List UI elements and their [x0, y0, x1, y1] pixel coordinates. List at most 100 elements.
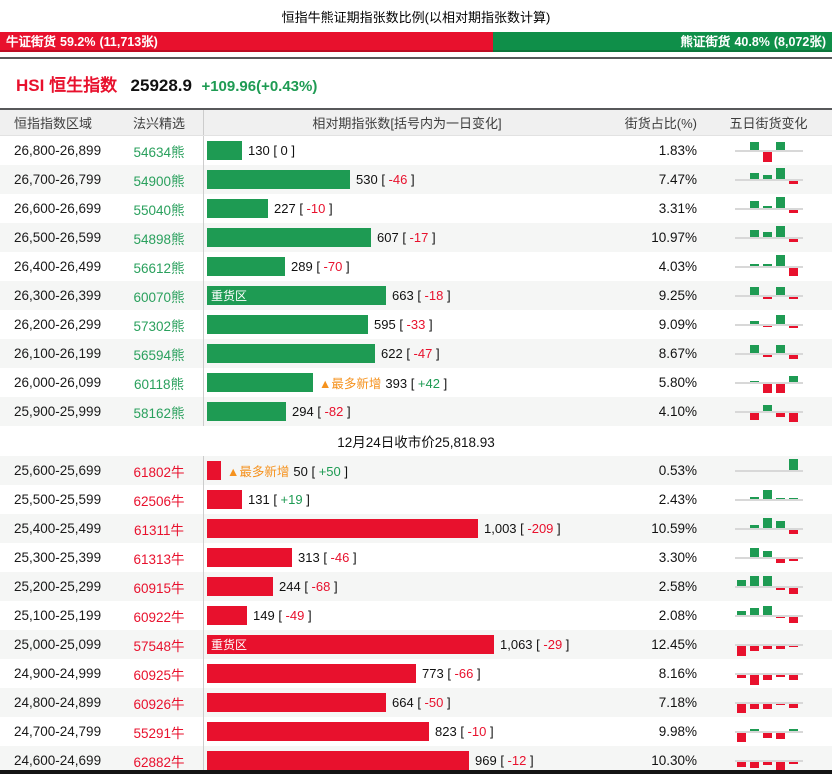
- bracket-open: [: [312, 259, 324, 274]
- spark-bar-day-3: [762, 296, 772, 299]
- five-day-change-cell: [705, 719, 832, 745]
- index-range: 26,800-26,899: [14, 143, 102, 158]
- volume-label: 1,063 [ -29 ]: [500, 637, 569, 652]
- bracket-close: ]: [287, 143, 296, 158]
- spark-baseline: [734, 759, 803, 762]
- spark-bar-day-2: [749, 496, 759, 499]
- five-day-change-cell: [705, 370, 832, 396]
- bracket-close: ]: [325, 201, 333, 216]
- volume-label: 227 [ -10 ]: [274, 201, 333, 216]
- bracket-open: [: [516, 521, 528, 536]
- volume-bar-cell: 1,003 [ -209 ]: [203, 514, 610, 543]
- volume-bar: [207, 315, 368, 334]
- warrant-code[interactable]: 55040熊: [133, 202, 185, 218]
- volume-bar: [207, 199, 268, 218]
- spark-bar-day-3: [762, 645, 772, 649]
- warrant-code[interactable]: 56612熊: [133, 260, 185, 276]
- warrant-code[interactable]: 60070熊: [133, 289, 185, 305]
- one-day-change: -10: [306, 201, 326, 216]
- bracket-open: [: [274, 608, 286, 623]
- table-row: 26,300-26,399 60070熊 重货区 663 [ -18 ] 9.25%: [0, 281, 832, 310]
- warrant-code[interactable]: 62506牛: [133, 493, 185, 509]
- header-relative-contracts: 相对期指张数[括号内为一日变化]: [203, 110, 610, 135]
- bracket-open: [: [413, 288, 425, 303]
- bracket-open: [: [402, 346, 414, 361]
- warrant-code[interactable]: 56594熊: [133, 347, 185, 363]
- volume-value: 294: [292, 404, 314, 419]
- warrant-code[interactable]: 60926牛: [133, 696, 185, 712]
- spark-bar-day-4: [775, 383, 785, 393]
- spark-bar-day-4: [775, 558, 785, 563]
- spark-bar-day-5: [788, 296, 798, 299]
- sparkline: [734, 603, 803, 629]
- warrant-code[interactable]: 62882牛: [133, 754, 185, 770]
- warrant-code[interactable]: 60925牛: [133, 667, 185, 683]
- warrant-code[interactable]: 58162熊: [133, 405, 185, 421]
- bracket-close: ]: [407, 172, 415, 187]
- volume-bar-cell: 622 [ -47 ]: [203, 339, 610, 368]
- five-day-change-cell: [705, 341, 832, 367]
- bracket-open: [: [532, 637, 544, 652]
- warrant-code[interactable]: 54898熊: [133, 231, 185, 247]
- warrant-code[interactable]: 54900熊: [133, 173, 185, 189]
- spark-bar-day-3: [762, 489, 772, 499]
- bracket-open: [: [313, 404, 325, 419]
- warrant-code[interactable]: 61802牛: [133, 464, 185, 480]
- volume-bar: [207, 373, 313, 392]
- spark-bar-day-5: [788, 558, 798, 561]
- spark-bar-day-5: [788, 674, 798, 680]
- spark-baseline: [734, 498, 803, 501]
- spark-bar-day-5: [788, 497, 798, 499]
- warrant-code[interactable]: 60915牛: [133, 580, 185, 596]
- one-day-change: -68: [311, 579, 331, 594]
- five-day-change-cell: [705, 167, 832, 193]
- five-day-change-cell: [705, 225, 832, 251]
- index-range: 25,200-25,299: [14, 579, 102, 594]
- volume-value: 289: [291, 259, 313, 274]
- table-row: 25,400-25,499 61311牛 1,003 [ -209 ] 10.59%: [0, 514, 832, 543]
- volume-label: 313 [ -46 ]: [298, 550, 357, 565]
- spark-bar-day-4: [775, 412, 785, 417]
- warrant-code[interactable]: 61311牛: [133, 522, 185, 538]
- warrant-code[interactable]: 55291牛: [133, 725, 185, 741]
- volume-value: 227: [274, 201, 296, 216]
- five-day-change-cell: [705, 545, 832, 571]
- volume-label: 149 [ -49 ]: [253, 608, 312, 623]
- spark-baseline: [734, 527, 803, 530]
- bracket-open: [: [395, 317, 407, 332]
- spark-bar-day-4: [775, 645, 785, 649]
- warrant-code[interactable]: 60118熊: [133, 376, 185, 392]
- five-day-change-cell: [705, 283, 832, 309]
- index-range: 25,500-25,599: [14, 492, 102, 507]
- spark-bar-day-5: [788, 616, 798, 623]
- warrant-code[interactable]: 57302熊: [133, 318, 185, 334]
- spark-bar-day-5: [788, 703, 798, 708]
- warrant-code[interactable]: 61313牛: [133, 551, 185, 567]
- one-day-change: -10: [467, 724, 487, 739]
- index-range: 25,100-25,199: [14, 608, 102, 623]
- warrant-code[interactable]: 54634熊: [133, 144, 185, 160]
- volume-value: 530: [356, 172, 378, 187]
- bracket-open: [: [407, 376, 418, 391]
- warrant-code[interactable]: 57548牛: [133, 638, 185, 654]
- volume-bar: [207, 548, 292, 567]
- one-day-change: -18: [424, 288, 444, 303]
- header-five-day-change: 五日街货变化: [729, 116, 808, 131]
- volume-label: 530 [ -46 ]: [356, 172, 415, 187]
- warrant-code[interactable]: 60922牛: [133, 609, 185, 625]
- table-row: 25,900-25,999 58162熊 294 [ -82 ] 4.10%: [0, 397, 832, 426]
- bracket-open: [: [443, 666, 455, 681]
- index-range: 26,700-26,799: [14, 172, 102, 187]
- volume-bar: [207, 519, 478, 538]
- volume-bar-cell: 131 [ +19 ]: [203, 485, 610, 514]
- volume-value: 595: [374, 317, 396, 332]
- outstanding-pct: 12.45%: [651, 637, 697, 652]
- spark-bar-day-5: [788, 587, 798, 594]
- volume-bar: [207, 257, 285, 276]
- volume-bar-cell: 607 [ -17 ]: [203, 223, 610, 252]
- one-day-change: -47: [413, 346, 433, 361]
- spark-bar-day-5: [788, 354, 798, 359]
- spark-baseline: [734, 236, 803, 239]
- outstanding-pct: 1.83%: [658, 143, 697, 158]
- five-day-change-cell: [705, 458, 832, 484]
